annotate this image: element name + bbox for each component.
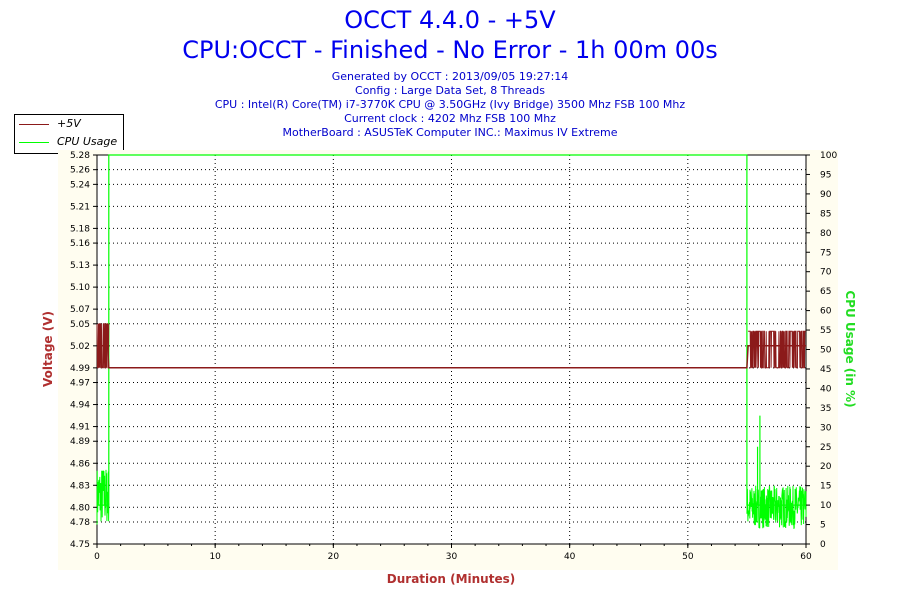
legend-swatch-voltage: [19, 124, 49, 125]
axis-layer: 0 10 20 30 40 50 604.754.784.804.834.864.894.9…: [70, 151, 837, 562]
y2-tick-label: 15: [820, 482, 831, 492]
y-tick-label: 5.07: [70, 305, 90, 315]
y-tick-label: 4.78: [70, 518, 90, 528]
y2-tick-label: 50: [820, 346, 832, 356]
y2-tick-label: 95: [820, 170, 831, 180]
y-tick-label: 5.28: [70, 151, 90, 161]
y-tick-label: 4.75: [70, 540, 90, 550]
y2-tick-label: 80: [820, 229, 832, 239]
y2-tick-label: 10: [820, 501, 832, 511]
y-tick-label: 5.13: [70, 261, 90, 271]
grid-layer: [97, 155, 806, 544]
info-config: Config : Large Data Set, 8 Threads: [355, 84, 545, 97]
x-tick-label: 60: [800, 552, 812, 562]
x-tick-label: 20: [328, 552, 340, 562]
info-generated: Generated by OCCT : 2013/09/05 19:27:14: [331, 70, 569, 83]
legend-item-voltage: +5V: [15, 116, 123, 134]
y-tick-label: 4.99: [70, 364, 90, 374]
info-cpu: CPU : Intel(R) Core(TM) i7-3770K CPU @ 3…: [214, 98, 686, 111]
series-noise-voltage: [96, 323, 110, 369]
y-tick-label: 4.80: [70, 503, 90, 513]
x-axis-label: Duration (Minutes): [387, 572, 515, 586]
y2-tick-label: 90: [820, 190, 832, 200]
y2-tick-label: 60: [820, 307, 832, 317]
y-tick-label: 4.97: [70, 379, 90, 389]
y-tick-label: 5.10: [70, 283, 90, 293]
plot-area: [96, 154, 807, 545]
y2-tick-label: 5: [820, 521, 826, 531]
y-tick-label: 4.86: [70, 459, 90, 469]
series-noise-cpu-usage: [96, 469, 110, 525]
info-motherboard: MotherBoard : ASUSTeK Computer INC.: Max…: [282, 126, 618, 139]
y2-tick-label: 65: [820, 287, 831, 297]
y-tick-label: 5.21: [70, 202, 90, 212]
y2-axis-label: CPU Usage (in %): [843, 290, 857, 407]
y2-tick-label: 75: [820, 248, 831, 258]
chart-subtitle: CPU:OCCT - Finished - No Error - 1h 00m …: [182, 36, 718, 64]
y2-tick-label: 85: [820, 209, 831, 219]
y2-tick-label: 20: [820, 462, 832, 472]
x-tick-label: 40: [564, 552, 576, 562]
info-clock: Current clock : 4202 Mhz FSB 100 Mhz: [344, 112, 556, 125]
legend-label-cpu: CPU Usage: [57, 135, 118, 148]
y2-tick-label: 0: [820, 540, 826, 550]
y-tick-label: 4.94: [70, 401, 90, 411]
y-tick-label: 5.26: [70, 166, 90, 176]
legend-item-cpu: CPU Usage: [15, 134, 123, 152]
y2-tick-label: 100: [820, 151, 837, 161]
y-tick-label: 5.02: [70, 342, 90, 352]
y-axis-label: Voltage (V): [41, 311, 55, 387]
series-noise-cpu-usage: [746, 485, 807, 529]
y-tick-label: 4.83: [70, 481, 90, 491]
y-tick-label: 5.24: [70, 180, 90, 190]
y-tick-label: 5.05: [70, 320, 90, 330]
y-tick-label: 5.18: [70, 224, 90, 234]
legend-label-voltage: +5V: [57, 117, 81, 130]
y2-tick-label: 35: [820, 404, 831, 414]
y-tick-label: 4.89: [70, 437, 90, 447]
y2-tick-label: 30: [820, 423, 832, 433]
y2-tick-label: 40: [820, 384, 832, 394]
x-tick-label: 0: [94, 552, 100, 562]
y2-tick-label: 25: [820, 443, 831, 453]
x-tick-label: 10: [209, 552, 221, 562]
y2-tick-label: 55: [820, 326, 831, 336]
y2-tick-label: 45: [820, 365, 831, 375]
y2-tick-label: 70: [820, 268, 832, 278]
chart-title: OCCT 4.4.0 - +5V: [344, 6, 556, 34]
series-noise-voltage: [748, 330, 806, 369]
x-tick-label: 30: [446, 552, 458, 562]
series-layer: [96, 154, 807, 529]
y-tick-label: 4.91: [70, 423, 90, 433]
y-tick-label: 5.16: [70, 239, 90, 249]
legend-swatch-cpu: [19, 142, 49, 143]
x-tick-label: 50: [682, 552, 694, 562]
